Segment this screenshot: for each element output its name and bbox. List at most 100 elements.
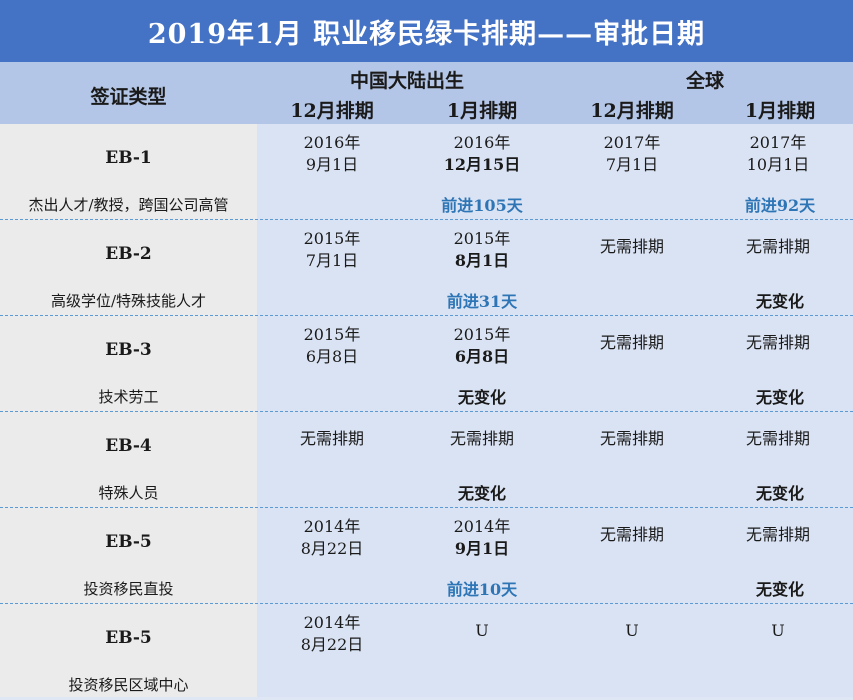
date-line: 7月1日	[605, 155, 659, 174]
china-change-note: 无变化	[457, 484, 506, 503]
date-line: 2014年	[453, 517, 511, 536]
visa-type-label: EB-3	[105, 340, 152, 360]
date-line: 7月1日	[305, 251, 359, 270]
date-line: 2015年	[453, 229, 511, 248]
date-cell: 无需排期	[557, 332, 707, 354]
date-line: 无需排期	[745, 237, 810, 256]
global-change-note: 无变化	[755, 292, 804, 311]
date-cell: 2017年 10月1日	[703, 132, 853, 176]
date-cell: 无需排期	[703, 428, 853, 450]
header-global-dec: 12月排期	[590, 100, 674, 122]
date-line: 无需排期	[745, 333, 810, 352]
table-row: EB-1 杰出人才/教授，跨国公司高管 2016年 9月1日 2016年 12月15日 20…	[0, 124, 853, 220]
visa-description: 高级学位/特殊技能人才	[50, 292, 207, 310]
date-line: 6月8日	[454, 347, 510, 366]
date-line: 10月1日	[746, 155, 810, 174]
table-header: 签证类型 中国大陆出生 全球 12月排期 1月排期 12月排期 1月排期	[0, 62, 853, 124]
date-line: 6月8日	[305, 347, 359, 366]
date-line: U	[771, 621, 785, 640]
global-change-note: 无变化	[755, 388, 804, 407]
date-line: 无需排期	[745, 525, 810, 544]
date-cell: 无需排期	[703, 524, 853, 546]
table-row: EB-5 投资移民直投 2014年 8月22日 2014年 9月1日 无需排期 无需排期前进1…	[0, 508, 853, 604]
date-line: 8月22日	[300, 539, 364, 558]
date-line: 9月1日	[305, 155, 359, 174]
visa-type-label: EB-1	[105, 148, 152, 168]
row-separator	[0, 411, 853, 412]
row-separator	[0, 507, 853, 508]
date-cell: 无需排期	[557, 524, 707, 546]
date-line: 无需排期	[599, 237, 664, 256]
date-line: 8月22日	[300, 635, 364, 654]
date-cell: 2015年 8月1日	[407, 228, 557, 272]
header-china: 中国大陆出生	[349, 70, 464, 92]
date-line: 2015年	[303, 229, 361, 248]
date-line: 9月1日	[454, 539, 510, 558]
date-cell: 无需排期	[557, 236, 707, 258]
row-separator	[0, 315, 853, 316]
date-line: 8月1日	[454, 251, 510, 270]
date-line: U	[475, 621, 489, 640]
date-cell: U	[407, 620, 557, 642]
visa-type-label: EB-5	[105, 628, 152, 648]
date-cell: 无需排期	[407, 428, 557, 450]
date-line: 2016年	[453, 133, 511, 152]
date-line: 2015年	[303, 325, 361, 344]
table-row: EB-5 投资移民区域中心 2014年 8月22日 U U U	[0, 604, 853, 700]
table-row: EB-4 特殊人员 无需排期 无需排期 无需排期 无需排期无变化 无变化	[0, 412, 853, 508]
date-line: 2014年	[303, 517, 361, 536]
date-cell: U	[557, 620, 707, 642]
china-change-note: 前进105天	[441, 196, 523, 215]
date-cell: 2014年 8月22日	[257, 612, 407, 656]
date-cell: 2017年 7月1日	[557, 132, 707, 176]
date-line: 12月15日	[443, 155, 521, 174]
header-visa-type: 签证类型	[90, 86, 167, 108]
date-cell: 无需排期	[557, 428, 707, 450]
date-cell: 2015年 6月8日	[407, 324, 557, 368]
date-cell: 2016年 9月1日	[257, 132, 407, 176]
date-line: 2015年	[453, 325, 511, 344]
header-global: 全球	[685, 70, 724, 92]
date-line: 无需排期	[599, 525, 664, 544]
date-cell: 无需排期	[257, 428, 407, 450]
date-line: 无需排期	[745, 429, 810, 448]
header-china-dec: 12月排期	[290, 100, 374, 122]
header-global-jan: 1月排期	[744, 100, 816, 122]
header-china-jan: 1月排期	[446, 100, 518, 122]
visa-type-label: EB-4	[105, 436, 152, 456]
date-cell: 2014年 8月22日	[257, 516, 407, 560]
global-change-note: 无变化	[755, 580, 804, 599]
visa-type-label: EB-2	[105, 244, 152, 264]
visa-description: 投资移民直投	[83, 580, 174, 598]
visa-description: 杰出人才/教授，跨国公司高管	[28, 196, 229, 214]
date-line: 2017年	[749, 133, 807, 152]
date-line: 无需排期	[599, 333, 664, 352]
china-change-note: 前进10天	[446, 580, 518, 599]
visa-description: 技术劳工	[98, 388, 159, 406]
date-line: 无需排期	[449, 429, 514, 448]
row-separator	[0, 603, 853, 604]
date-line: U	[625, 621, 639, 640]
date-cell: 2015年 6月8日	[257, 324, 407, 368]
china-change-note: 前进31天	[446, 292, 518, 311]
visa-description: 投资移民区域中心	[68, 676, 189, 694]
date-cell: 2015年 7月1日	[257, 228, 407, 272]
global-change-note: 前进92天	[744, 196, 816, 215]
date-cell: 2014年 9月1日	[407, 516, 557, 560]
row-separator	[0, 219, 853, 220]
date-line: 2016年	[303, 133, 361, 152]
date-line: 无需排期	[599, 429, 664, 448]
visa-description: 特殊人员	[98, 484, 159, 502]
date-cell: 2016年 12月15日	[407, 132, 557, 176]
date-line: 2014年	[303, 613, 361, 632]
table-row: EB-3 技术劳工 2015年 6月8日 2015年 6月8日 无需排期 无需排期无变化 无变化	[0, 316, 853, 412]
date-line: 无需排期	[299, 429, 364, 448]
global-change-note: 无变化	[755, 484, 804, 503]
page-title: 2019年1月 职业移民绿卡排期——审批日期	[0, 0, 853, 62]
china-change-note: 无变化	[457, 388, 506, 407]
date-line: 2017年	[603, 133, 661, 152]
table-row: EB-2 高级学位/特殊技能人才 2015年 7月1日 2015年 8月1日 无需排期 无需排…	[0, 220, 853, 316]
date-cell: 无需排期	[703, 236, 853, 258]
visa-type-label: EB-5	[105, 532, 152, 552]
date-cell: 无需排期	[703, 332, 853, 354]
